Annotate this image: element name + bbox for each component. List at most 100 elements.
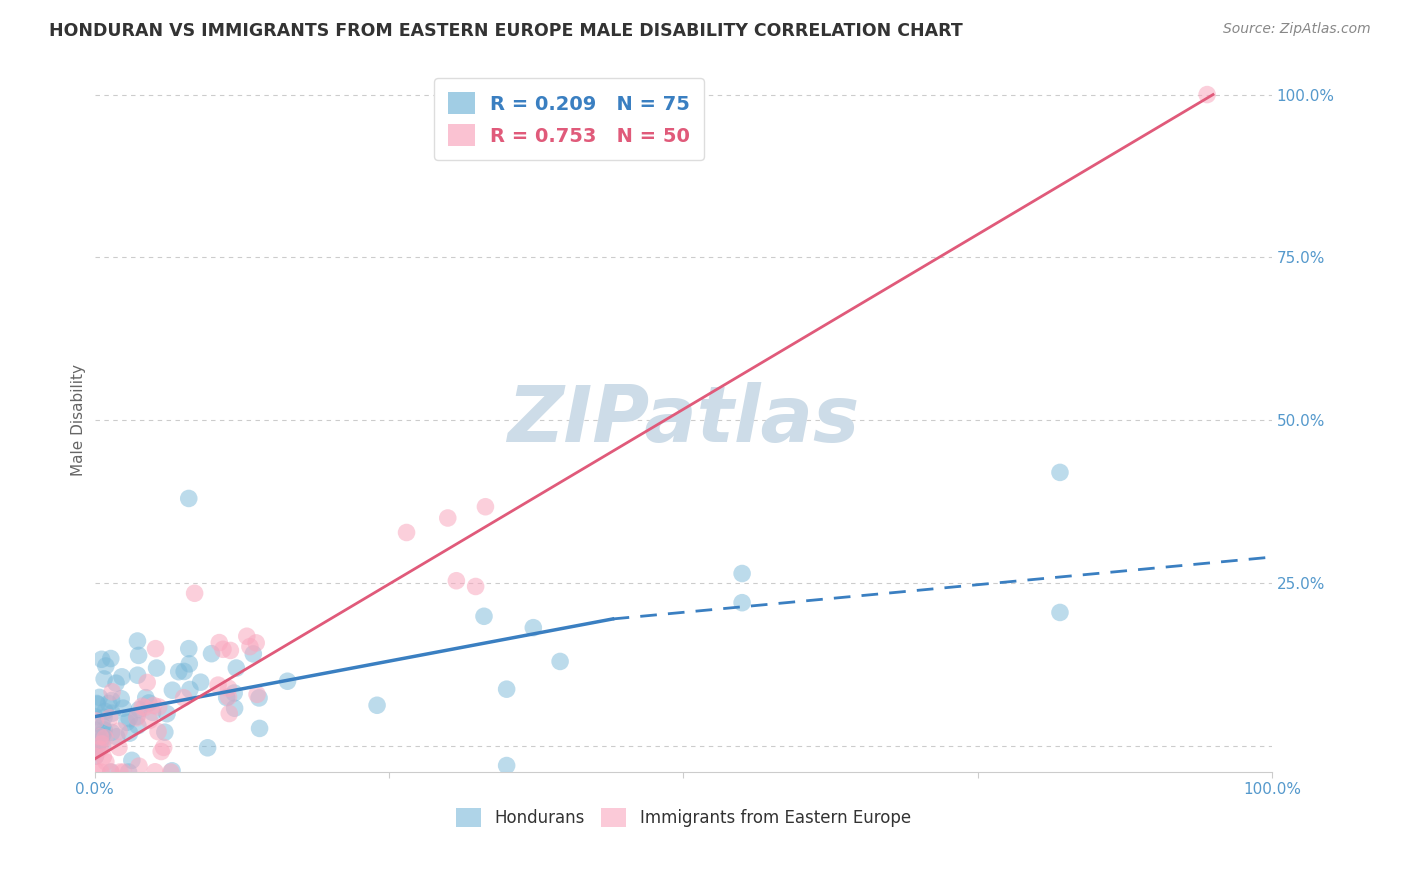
Point [100,765,122,780]
Point [125,709,148,723]
Point [548,655,571,669]
Point [152,740,174,755]
Point [162,683,184,698]
Point [115,715,138,730]
Point [91,749,114,764]
Point [136,675,159,690]
Point [217,690,239,704]
Point [93,710,115,724]
Point [218,706,240,721]
Point [219,643,242,657]
Point [156,706,179,721]
Point [100,765,122,780]
Point [108,724,131,739]
Point [110,691,132,706]
Point [105,676,128,690]
Point [118,726,141,740]
Point [145,661,167,675]
Point [173,665,195,679]
Point [86,697,108,711]
Point [146,724,169,739]
Point [215,690,238,705]
Point [117,765,139,780]
Point [464,579,486,593]
Point [224,686,246,700]
Point [83,709,105,723]
Point [87,738,110,752]
Point [112,701,135,715]
Point [197,740,219,755]
Point [94,731,117,745]
Point [179,657,201,671]
Point [167,665,190,679]
Point [128,759,150,773]
Point [1049,466,1071,480]
Point [366,698,388,713]
Point [245,636,267,650]
Point [127,668,149,682]
Point [84,723,107,738]
Point [212,642,235,657]
Point [145,641,167,656]
Point [474,500,496,514]
Point [239,640,262,654]
Point [125,711,148,725]
Point [100,725,122,739]
Point [93,726,115,740]
Point [98,711,121,725]
Point [131,699,153,714]
Point [105,730,128,744]
Point [247,690,270,705]
Point [108,765,131,780]
Point [89,730,111,744]
Point [138,714,160,728]
Point [100,693,122,707]
Point [731,566,754,581]
Point [128,648,150,663]
Point [249,722,271,736]
Point [86,698,108,712]
Point [173,690,195,705]
Point [150,745,173,759]
Point [93,672,115,686]
Point [101,685,124,699]
Point [84,749,107,764]
Point [94,659,117,673]
Point [207,678,229,692]
Point [89,690,111,705]
Point [90,765,112,780]
Text: Source: ZipAtlas.com: Source: ZipAtlas.com [1223,22,1371,37]
Point [242,647,264,661]
Point [83,745,105,759]
Point [472,609,495,624]
Point [112,765,135,780]
Point [177,491,200,506]
Point [183,586,205,600]
Point [90,652,112,666]
Point [236,629,259,643]
Point [731,596,754,610]
Point [142,706,165,720]
Point [132,700,155,714]
Point [1049,606,1071,620]
Point [159,765,181,780]
Point [148,700,170,714]
Point [446,574,468,588]
Point [276,674,298,689]
Point [84,714,107,728]
Point [495,682,517,697]
Point [111,670,134,684]
Point [224,701,246,715]
Point [179,682,201,697]
Point [91,738,114,752]
Point [108,740,131,755]
Point [90,733,112,747]
Point [94,755,117,769]
Point [118,712,141,726]
Point [90,737,112,751]
Point [143,764,166,779]
Point [91,719,114,733]
Point [127,719,149,733]
Point [142,698,165,713]
Point [190,675,212,690]
